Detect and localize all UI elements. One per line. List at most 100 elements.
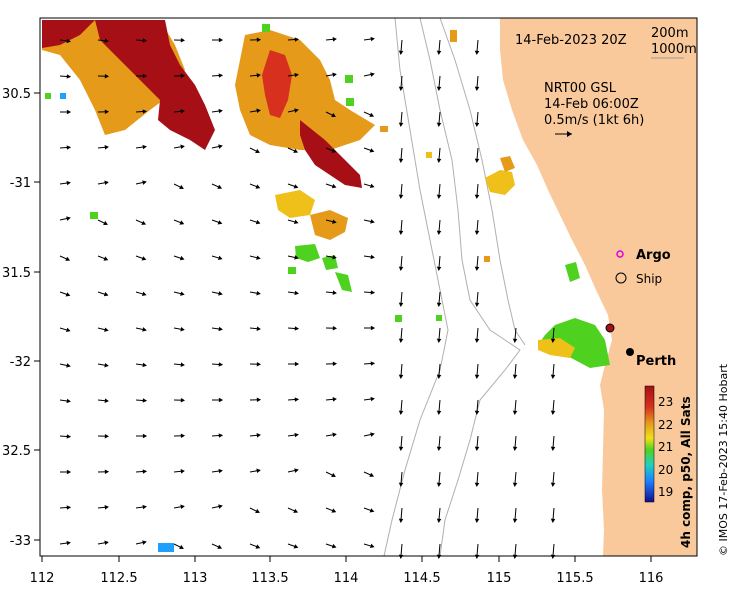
current-arrowhead: [142, 73, 148, 79]
current-arrowhead: [294, 468, 299, 473]
current-arrowhead: [256, 290, 261, 296]
current-arrowhead: [103, 291, 109, 297]
current-arrowhead: [398, 518, 404, 523]
current-arrowhead: [398, 338, 404, 343]
colorbar-tick: 19: [658, 485, 673, 499]
current-arrowhead: [66, 74, 72, 79]
current-arrowhead: [294, 72, 299, 78]
y-tick-label: 31.5: [2, 266, 31, 281]
current-arrowhead: [550, 446, 556, 451]
current-arrowhead: [370, 325, 376, 331]
current-arrowhead: [218, 362, 224, 367]
current-arrowhead: [369, 112, 375, 117]
current-arrowhead: [512, 410, 518, 415]
current-arrowhead: [398, 86, 404, 91]
current-arrowhead: [293, 219, 299, 225]
current-arrowhead: [142, 109, 148, 114]
current-arrowhead: [180, 108, 185, 114]
current-arrowhead: [218, 108, 223, 114]
current-arrowhead: [104, 469, 110, 475]
current-arrowhead: [294, 255, 299, 260]
y-tick-label: 32.5: [2, 444, 31, 459]
current-arrowhead: [256, 37, 262, 43]
current-arrowhead: [255, 184, 261, 189]
current-arrowhead: [370, 72, 375, 77]
y-tick-label: -33: [10, 534, 31, 549]
current-arrowhead: [398, 50, 404, 55]
current-arrowhead: [142, 398, 148, 403]
current-arrowhead: [293, 148, 299, 153]
current-arrowhead: [142, 469, 148, 474]
current-arrowhead: [474, 158, 480, 163]
current-arrowhead: [255, 219, 261, 225]
colorbar-tick: 21: [658, 440, 673, 454]
y-tick-label: 30.5: [2, 87, 31, 102]
x-tick-label: 115: [487, 571, 512, 586]
current-arrowhead: [398, 230, 404, 235]
current-arrowhead: [331, 543, 337, 549]
current-arrowhead: [550, 410, 556, 415]
x-tick-label: 112: [30, 571, 55, 586]
current-arrowhead: [293, 508, 299, 513]
x-tick-label: 116: [639, 571, 664, 586]
ship-legend-label: Ship: [636, 272, 662, 286]
current-arrowhead: [294, 397, 300, 402]
argo-legend-label: Argo: [636, 248, 671, 263]
current-arrowhead: [436, 194, 442, 199]
current-arrowhead: [217, 544, 223, 549]
current-arrowhead: [370, 432, 375, 437]
current-arrowhead: [294, 37, 300, 42]
current-arrowhead: [256, 108, 261, 114]
current-arrowhead: [370, 219, 375, 224]
current-arrowhead: [512, 518, 518, 523]
current-arrowhead: [66, 38, 71, 44]
current-arrowhead: [436, 158, 442, 163]
current-arrowhead: [217, 184, 223, 189]
current-arrowhead: [180, 37, 186, 43]
current-arrowhead: [398, 122, 404, 127]
current-arrowhead: [436, 374, 442, 379]
current-arrowhead: [104, 362, 109, 368]
current-source-label: NRT00 GSL: [544, 81, 617, 96]
y-tick-label: -32: [10, 355, 31, 370]
current-arrowhead: [104, 73, 110, 79]
current-arrowhead: [370, 396, 375, 402]
current-arrowhead: [65, 292, 71, 297]
current-arrowhead: [179, 544, 184, 550]
current-time-label: 14-Feb 06:00Z: [544, 97, 639, 112]
current-arrowhead: [256, 255, 261, 260]
colorbar-tick: 23: [658, 395, 673, 409]
current-arrowhead: [398, 158, 404, 163]
current-arrowhead: [436, 230, 442, 235]
current-arrowhead: [255, 544, 261, 549]
colorbar: 23 22 21 20 19: [644, 385, 673, 503]
current-arrowhead: [179, 184, 184, 190]
current-arrowhead: [256, 397, 262, 403]
current-arrowhead: [218, 326, 223, 332]
current-arrowhead: [218, 37, 224, 43]
current-arrowhead: [436, 86, 442, 91]
current-arrowhead: [331, 112, 336, 118]
current-arrowhead: [142, 433, 148, 439]
current-arrowhead: [436, 266, 442, 271]
current-arrowhead: [474, 230, 480, 235]
current-arrowhead: [218, 73, 224, 78]
current-arrowhead: [256, 72, 261, 78]
current-arrowhead: [474, 374, 480, 379]
current-arrowhead: [218, 397, 224, 403]
current-arrowhead: [436, 518, 442, 523]
isobath-label-1000m: 1000m: [651, 42, 697, 57]
current-arrowhead: [142, 540, 147, 545]
current-arrowhead: [66, 109, 72, 115]
current-arrowhead: [218, 468, 223, 474]
colorbar-tick: 22: [658, 418, 673, 432]
current-arrowhead: [332, 36, 337, 42]
current-arrowhead: [180, 326, 185, 332]
current-arrowhead: [66, 540, 71, 546]
x-tick-label: 114.5: [403, 571, 440, 586]
current-arrowhead: [104, 433, 110, 439]
current-arrowhead: [217, 220, 223, 225]
ship-marker-icon: [615, 272, 627, 284]
x-tick-label: 112.5: [100, 571, 137, 586]
